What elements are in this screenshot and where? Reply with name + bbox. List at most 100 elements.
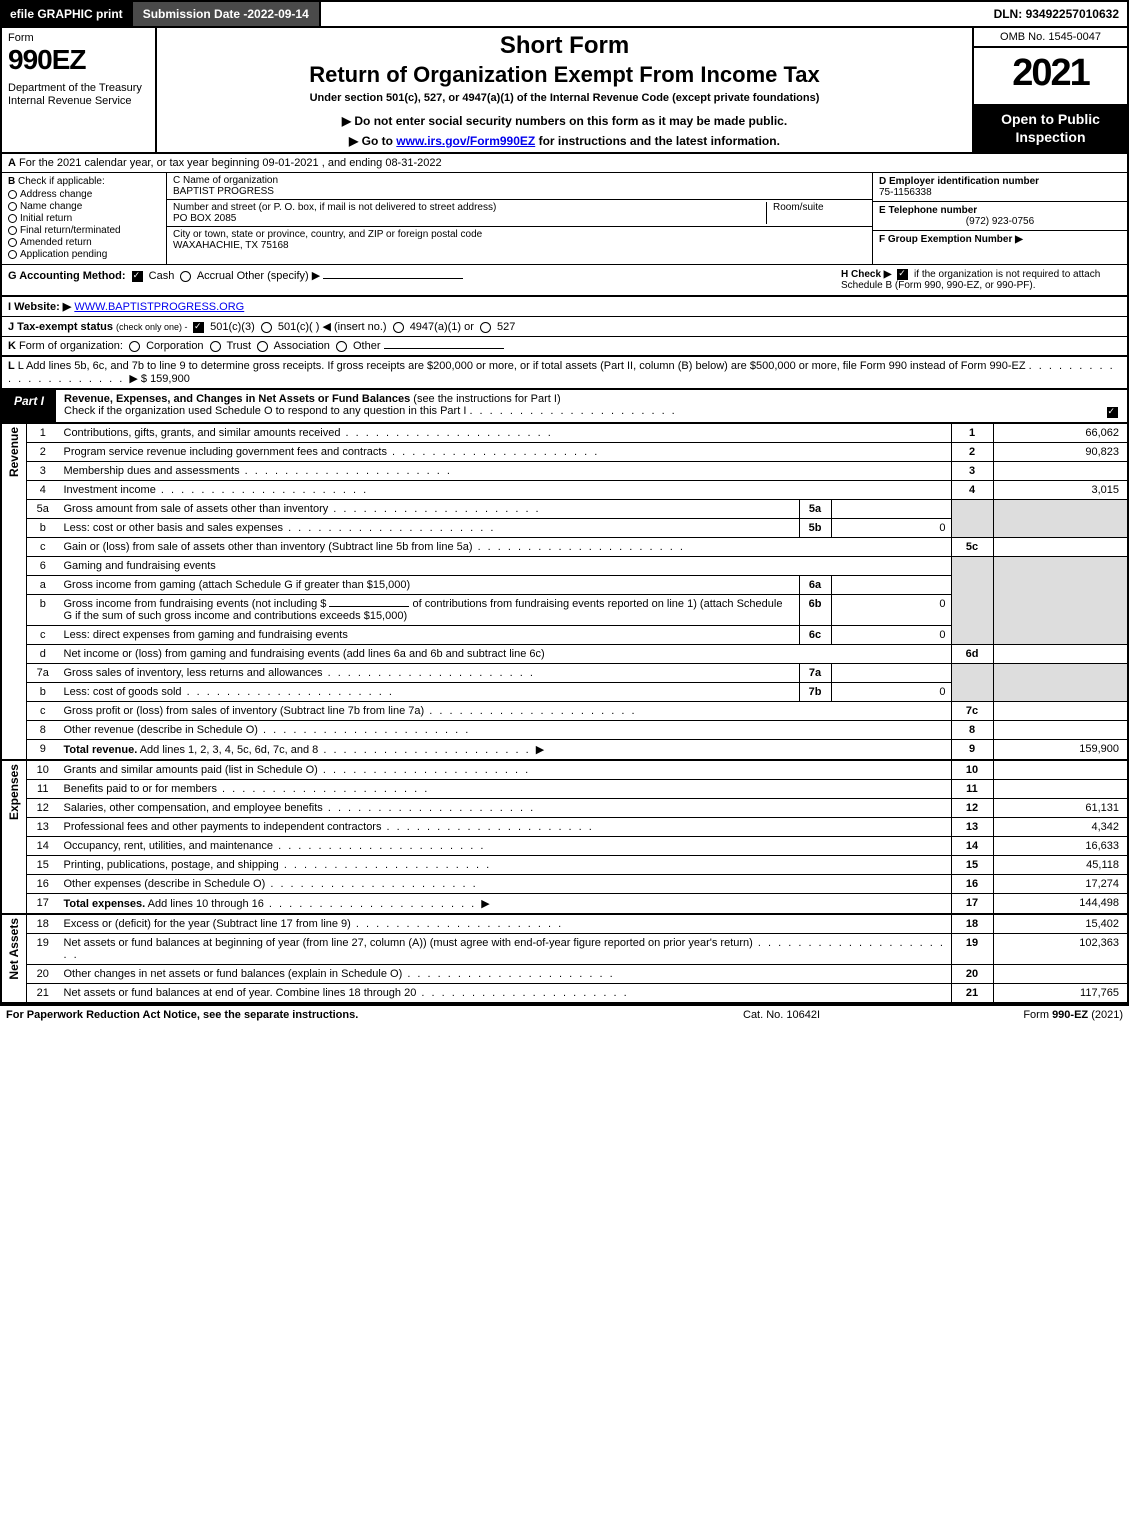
j-527: 527 [497, 321, 515, 333]
part1-tab: Part I [2, 390, 56, 422]
row-l: L L Add lines 5b, 6c, and 7b to line 9 t… [0, 356, 1129, 388]
website-link[interactable]: WWW.BAPTISTPROGRESS.ORG [74, 301, 244, 313]
other-input[interactable] [384, 348, 504, 349]
j-501c3: 501(c)(3) [210, 321, 258, 333]
footer-right-form: 990-EZ [1052, 1009, 1088, 1021]
checkbox-icon[interactable] [8, 250, 17, 259]
expenses-side: Expenses [1, 760, 27, 914]
dots [265, 878, 477, 890]
desc-text: Add lines 10 through 16 [148, 898, 264, 910]
header-middle: Short Form Return of Organization Exempt… [157, 28, 972, 152]
form-number: 990EZ [8, 44, 149, 76]
chk-application-pending[interactable]: Application pending [8, 249, 160, 260]
line-num: 15 [951, 856, 993, 875]
checkbox-icon[interactable] [8, 214, 17, 223]
chk-amended-return[interactable]: Amended return [8, 237, 160, 248]
chk-final-return[interactable]: Final return/terminated [8, 225, 160, 236]
checkbox-other[interactable] [336, 341, 347, 352]
dots [279, 859, 491, 871]
line-no: c [27, 702, 59, 721]
line-desc: Membership dues and assessments [59, 462, 952, 481]
row-a: A For the 2021 calendar year, or tax yea… [0, 154, 1129, 173]
total-label: Total revenue. [64, 744, 138, 756]
desc-text: Other changes in net assets or fund bala… [64, 968, 403, 980]
checkbox-icon[interactable] [8, 238, 17, 247]
line-no: 18 [27, 914, 59, 934]
part1-title-bold: Revenue, Expenses, and Changes in Net As… [64, 393, 413, 405]
line-num: 13 [951, 818, 993, 837]
line-num: 1 [951, 424, 993, 443]
dots [416, 987, 628, 999]
line-num: 16 [951, 875, 993, 894]
expenses-label: Expenses [7, 764, 21, 820]
line-val: 4,342 [993, 818, 1128, 837]
line-num: 18 [951, 914, 993, 934]
arrow-icon: ▶ [536, 744, 544, 756]
letter-b: B [8, 176, 15, 187]
checkbox-trust[interactable] [210, 341, 221, 352]
chk-address-change[interactable]: Address change [8, 189, 160, 200]
line-no: 10 [27, 760, 59, 780]
part1-checkbox[interactable] [1097, 390, 1127, 422]
chk-initial-return[interactable]: Initial return [8, 213, 160, 224]
city-row: City or town, state or province, country… [167, 227, 872, 253]
checkbox-4947[interactable] [393, 322, 404, 333]
efile-label[interactable]: efile GRAPHIC print [2, 2, 131, 26]
line-desc: Other revenue (describe in Schedule O) [59, 721, 952, 740]
city-value: WAXAHACHIE, TX 75168 [173, 240, 866, 251]
form-title: Return of Organization Exempt From Incom… [161, 62, 968, 88]
checkbox-accrual[interactable] [180, 271, 191, 282]
checkbox-corp[interactable] [129, 341, 140, 352]
line-val: 117,765 [993, 984, 1128, 1004]
footer-mid: Cat. No. 10642I [743, 1009, 943, 1021]
chk-name-change[interactable]: Name change [8, 201, 160, 212]
line-desc: Less: direct expenses from gaming and fu… [59, 626, 800, 645]
dots [340, 427, 552, 439]
line-no: 19 [27, 934, 59, 965]
line-13: 13 Professional fees and other payments … [1, 818, 1128, 837]
form-word: Form [8, 32, 149, 44]
desc-text: Occupancy, rent, utilities, and maintena… [64, 840, 274, 852]
part1-sub: (see the instructions for Part I) [413, 393, 560, 405]
line-val [993, 645, 1128, 664]
blank-input[interactable] [329, 606, 409, 607]
desc-text: Other revenue (describe in Schedule O) [64, 724, 258, 736]
irs-link[interactable]: www.irs.gov/Form990EZ [396, 134, 535, 148]
checkbox-h-checked[interactable] [897, 269, 908, 280]
ein-label: D Employer identification number [879, 176, 1039, 187]
checkbox-501c3-checked[interactable] [193, 322, 204, 333]
checkbox-icon[interactable] [8, 202, 17, 211]
checkbox-501c[interactable] [261, 322, 272, 333]
line-desc: Other changes in net assets or fund bala… [59, 965, 952, 984]
line-num: 4 [951, 481, 993, 500]
addr-label: Number and street (or P. O. box, if mail… [173, 202, 766, 213]
k-corp: Corporation [143, 340, 207, 352]
grey-cell [951, 500, 993, 538]
mini-no: 6c [799, 626, 831, 645]
line-desc: Total revenue. Add lines 1, 2, 3, 4, 5c,… [59, 740, 952, 761]
checkbox-527[interactable] [480, 322, 491, 333]
other-input[interactable] [323, 278, 463, 279]
line-desc: Total expenses. Add lines 10 through 16▶ [59, 894, 952, 915]
desc-text: Gain or (loss) from sale of assets other… [64, 541, 473, 553]
line-desc: Gross profit or (loss) from sales of inv… [59, 702, 952, 721]
checkbox-icon[interactable] [8, 226, 17, 235]
form-subtitle: Under section 501(c), 527, or 4947(a)(1)… [161, 92, 968, 104]
checkbox-icon[interactable] [8, 190, 17, 199]
line-desc: Gross amount from sale of assets other t… [59, 500, 800, 519]
line-6d: d Net income or (loss) from gaming and f… [1, 645, 1128, 664]
line-desc: Less: cost of goods sold [59, 683, 800, 702]
desc-text: Gross profit or (loss) from sales of inv… [64, 705, 425, 717]
line-8: 8 Other revenue (describe in Schedule O)… [1, 721, 1128, 740]
note2-post: for instructions and the latest informat… [539, 134, 780, 148]
checkbox-assoc[interactable] [257, 341, 268, 352]
k-trust: Trust [224, 340, 255, 352]
k-assoc: Association [271, 340, 333, 352]
line-no: 8 [27, 721, 59, 740]
grey-cell [993, 500, 1128, 538]
line-6: 6 Gaming and fundraising events [1, 557, 1128, 576]
checkbox-cash-checked[interactable] [132, 271, 143, 282]
l-arrow: ▶ $ [129, 373, 150, 385]
line-no: 14 [27, 837, 59, 856]
desc-text: Gross amount from sale of assets other t… [64, 503, 329, 515]
